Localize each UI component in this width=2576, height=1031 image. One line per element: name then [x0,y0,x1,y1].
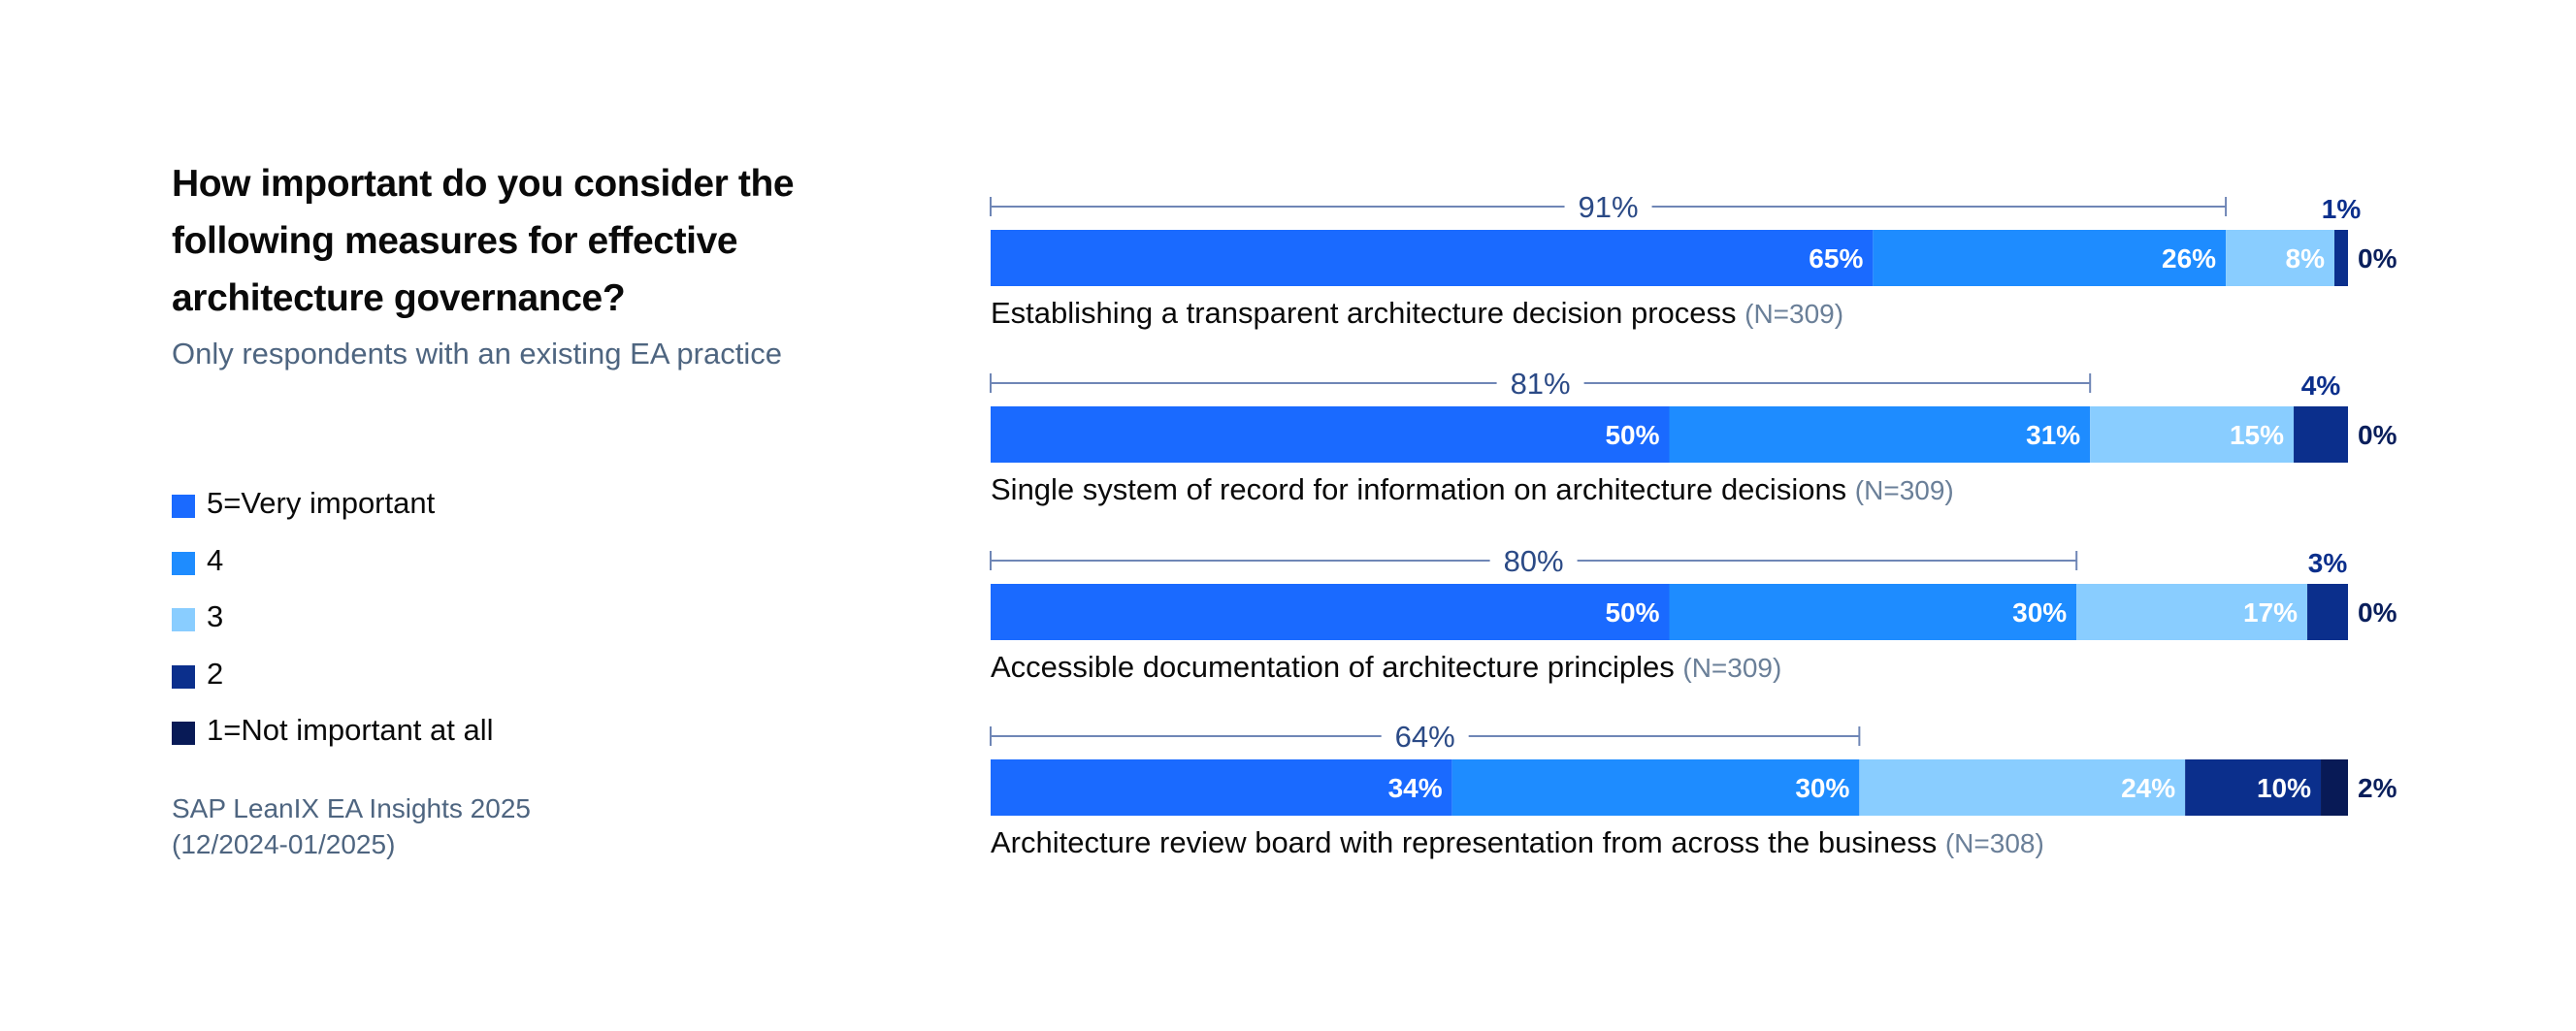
value-label: 26% [2162,243,2216,274]
bar-segment-3 [2090,406,2295,463]
value-label: 34% [1388,773,1443,803]
legend-swatch-4 [172,551,195,575]
legend-label-2: 2 [207,656,224,691]
value-label-above: 4% [2301,371,2341,401]
value-label: 10% [2257,773,2311,803]
bar-segment-2 [2294,406,2348,463]
value-label: 50% [1605,420,1659,450]
value-label-outside: 0% [2358,597,2397,628]
top2-label: 80% [1504,544,1564,578]
value-label: 17% [2243,597,2298,628]
value-label: 15% [2230,420,2284,450]
bar-segment-4 [1669,584,2077,640]
chart-subtitle: Only respondents with an existing EA pra… [172,337,782,371]
top2-label: 64% [1395,720,1455,754]
chart-title: How important do you consider the follow… [172,163,795,319]
chart-header: How important do you consider the follow… [172,155,909,373]
top2-label: 81% [1511,367,1571,401]
category-label: Accessible documentation of architecture… [991,650,1781,684]
category-n: (N=309) [1855,475,1954,505]
category-label: Architecture review board with represent… [991,825,2044,859]
legend-label-4: 4 [207,542,224,577]
value-label-outside: 0% [2358,420,2397,450]
value-label: 65% [1809,243,1863,274]
value-label-outside: 2% [2358,773,2397,803]
value-label: 24% [2121,773,2175,803]
value-label-outside: 0% [2358,243,2397,274]
legend-item-1: 1=Not important at all [172,702,494,759]
bar-segment-2 [2334,230,2348,286]
legend-item-4: 4 [172,532,494,590]
bar-segment-2 [2307,584,2348,640]
category-name: Architecture review board with represent… [991,825,1945,859]
bar-segment-3 [1859,759,2186,816]
category-label: Single system of record for information … [991,472,1954,506]
category-n: (N=309) [1745,299,1843,329]
bar-segment-4 [1669,406,2091,463]
legend-item-2: 2 [172,646,494,703]
legend-swatch-2 [172,664,195,689]
bar-segment-5 [991,584,1670,640]
value-label: 30% [1795,773,1849,803]
category-name: Accessible documentation of architecture… [991,650,1682,684]
legend-item-5: 5=Very important [172,475,494,532]
bar-segment-4 [1873,230,2227,286]
value-label-above: 3% [2308,548,2348,578]
source-line-1: SAP LeanIX EA Insights 2025 [172,793,531,823]
category-n: (N=309) [1682,653,1781,683]
legend-item-3: 3 [172,589,494,646]
bar-segment-1 [2321,759,2348,816]
value-label-above: 1% [2322,194,2362,224]
source-note: SAP LeanIX EA Insights 2025 (12/2024-01/… [172,790,531,862]
category-n: (N=308) [1945,828,2044,858]
bar-segment-5 [991,406,1670,463]
value-label: 8% [2286,243,2326,274]
bar-segment-4 [1451,759,1860,816]
legend-swatch-1 [172,722,195,746]
value-label: 30% [2012,597,2067,628]
legend-swatch-3 [172,608,195,632]
category-name: Single system of record for information … [991,472,1855,506]
legend-swatch-5 [172,495,195,519]
top2-label: 91% [1579,190,1639,224]
legend-label-5: 5=Very important [207,486,436,521]
bar-segment-2 [2185,759,2322,816]
value-label: 50% [1605,597,1659,628]
bar-segment-3 [2076,584,2308,640]
value-label: 31% [2026,420,2080,450]
category-label: Establishing a transparent architecture … [991,296,1843,330]
bar-segment-3 [2226,230,2335,286]
legend: 5=Very important 4 3 2 1=Not important a… [172,475,494,759]
bar-segment-5 [991,230,1874,286]
category-name: Establishing a transparent architecture … [991,296,1745,330]
bar-segment-5 [991,759,1452,816]
legend-label-3: 3 [207,599,224,634]
legend-label-1: 1=Not important at all [207,713,494,748]
source-line-2: (12/2024-01/2025) [172,829,396,859]
